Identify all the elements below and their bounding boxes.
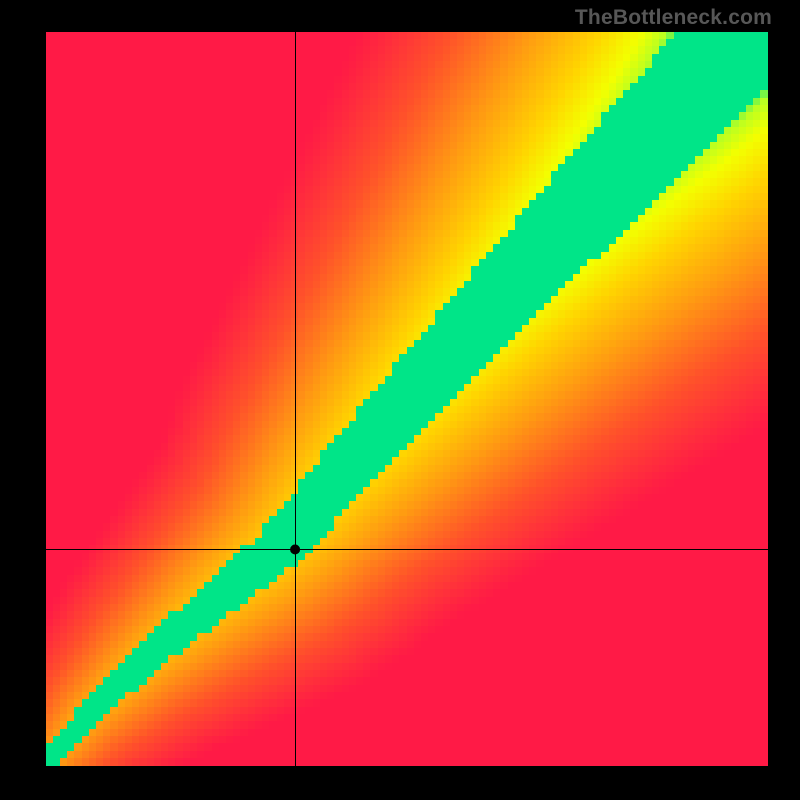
chart-container: { "canvas": { "width": 800, "height": 80…: [0, 0, 800, 800]
heatmap-canvas: [46, 32, 768, 766]
watermark-text: TheBottleneck.com: [575, 6, 772, 30]
